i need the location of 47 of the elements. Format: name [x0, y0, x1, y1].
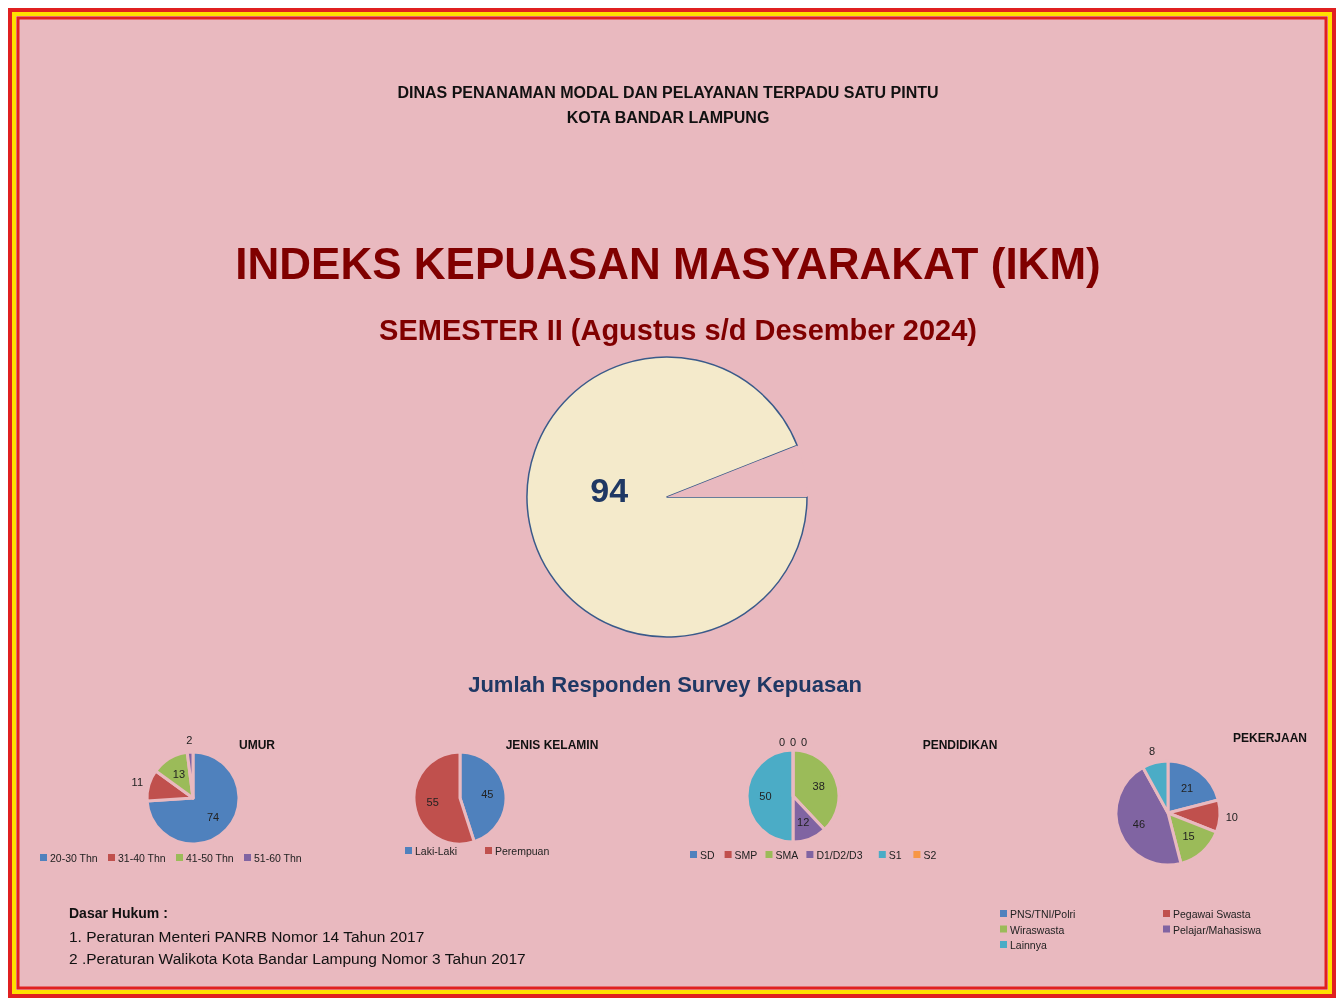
chart-title: PEKERJAAN [1232, 731, 1308, 745]
chart-title: JENIS KELAMIN [505, 738, 599, 752]
legend-label: SMA [775, 849, 799, 861]
text: 0 [778, 736, 786, 748]
legend-label: Lainnya [1010, 939, 1047, 951]
legend-label: S2 [923, 849, 937, 861]
text: 1. Peraturan Menteri PANRB Nomor 14 Tahun 2017 [69, 927, 425, 945]
text: KOTA BANDAR LAMPUNG [566, 108, 770, 126]
legend-label: Pegawai Swasta [1173, 908, 1251, 920]
chart-subtitle: SEMESTER II (Agustus s/d Desember 2024) [379, 314, 977, 346]
legend-label: SMP [734, 849, 758, 861]
legend-label: Perempuan [495, 845, 550, 857]
data-label: 12 [797, 815, 810, 828]
text: DINAS PENANAMAN MODAL DAN PELAYANAN TERPADU SATU PINTU [397, 83, 939, 101]
data-label: 55 [426, 796, 439, 809]
legend-label: 41-50 Thn [186, 852, 234, 864]
text: Dasar Hukum : [69, 905, 168, 921]
legend-label: 31-40 Thn [118, 852, 166, 864]
data-label: 15 [1182, 830, 1195, 843]
legend-label: Laki-Laki [415, 845, 458, 857]
chart-title: INDEKS KEPUASAN MASYARAKAT (IKM) [235, 238, 1101, 288]
legend-label: S1 [888, 849, 902, 861]
data-label: 74 [206, 810, 220, 823]
text: PENDIDIKAN [922, 738, 998, 752]
text: 2 .Peraturan Walikota Kota Bandar Lampung Nomor 3 Tahun 2017 [69, 949, 526, 967]
data-label: 21 [1181, 782, 1194, 795]
data-label: 50 [759, 790, 772, 802]
legend-label: Pelajar/Mahasiswa [1173, 923, 1262, 936]
legend-label: D1/D2/D3 [816, 849, 863, 861]
legend-label: 51-60 Thn [254, 852, 302, 864]
data-label: 38 [812, 779, 825, 792]
data-label: 13 [172, 768, 186, 781]
data-label: 11 [131, 775, 144, 788]
data-label: 10 [1225, 811, 1238, 824]
data-label: 8 [1149, 745, 1156, 758]
legend-label: 20-30 Thn [50, 852, 98, 864]
text: 0 [789, 736, 797, 748]
text: Jumlah Responden Survey Kepuasan [468, 671, 862, 697]
legend-label: PNS/TNI/Polri [1010, 908, 1076, 920]
data-label: 2 [186, 734, 193, 747]
data-label: 46 [1132, 818, 1146, 831]
legend-label: Wiraswasta [1010, 923, 1065, 936]
data-label: 94 [590, 471, 629, 510]
text: 0 [800, 736, 808, 748]
chart-title: UMUR [239, 738, 276, 752]
data-label: 45 [481, 787, 494, 800]
legend-label: SD [700, 849, 715, 861]
